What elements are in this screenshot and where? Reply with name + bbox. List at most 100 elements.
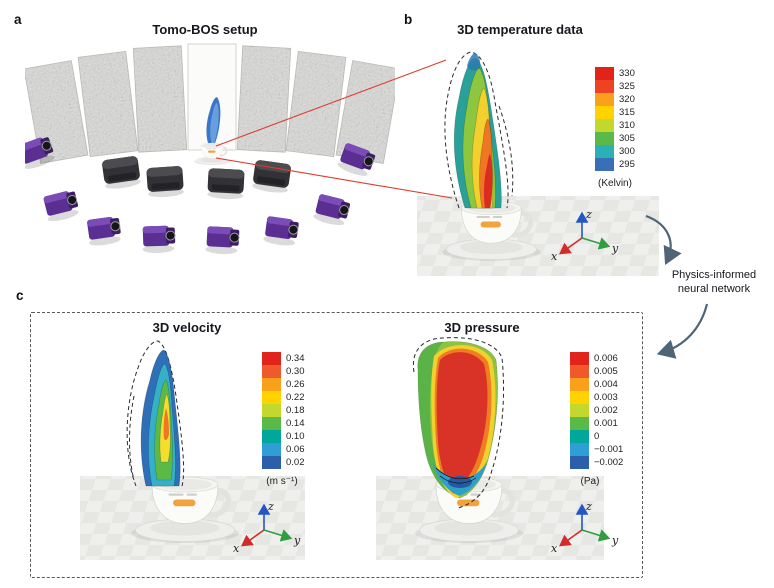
temperature-colorbar: 330 325 320 315 310 305 300 295 (Kelvin): [595, 67, 643, 189]
colorbar-row: 320: [595, 93, 643, 106]
colorbar-swatches: 0.006 0.005 0.004 0.003 0.002 0.001 0 −0.001 −0.…: [570, 352, 623, 469]
colorbar-tick: 0: [594, 431, 600, 442]
colorbar-row: 0.002: [570, 404, 623, 417]
colorbar-row: 330: [595, 67, 643, 80]
colorbar-swatch: [595, 119, 614, 132]
colorbar-tick: 0.005: [594, 366, 618, 377]
colorbar-swatch: [262, 352, 281, 365]
colorbar-unit: (Pa): [580, 476, 600, 487]
colorbar-swatch: [570, 378, 589, 391]
temperature-scene: [417, 51, 659, 276]
colorbar-tick: 0.30: [286, 366, 305, 377]
colorbar-swatch: [570, 443, 589, 456]
colorbar-swatch: [262, 391, 281, 404]
axes-gizmo: z x y: [551, 208, 619, 262]
velocity-colorbar: 0.34 0.30 0.26 0.22 0.18 0.14 0.10 0.06 0.02 (m …: [262, 352, 310, 487]
colorbar-tick: 315: [619, 107, 635, 118]
temperature-plume: [444, 51, 514, 209]
colorbar-swatch: [262, 430, 281, 443]
y-axis-label: y: [611, 534, 619, 547]
colorbar-row: 0.004: [570, 378, 623, 391]
pressure-title: 3D pressure: [444, 320, 520, 335]
colorbar-swatch: [570, 404, 589, 417]
colorbar-tick: 325: [619, 81, 635, 92]
colorbar-row: 0.26: [262, 378, 310, 391]
panel-a-label: a: [14, 12, 22, 27]
pressure-plume: [412, 337, 505, 509]
colorbar-tick: 320: [619, 94, 635, 105]
velocity-scene: [80, 340, 305, 560]
colorbar-swatch: [595, 80, 614, 93]
velocity-title: 3D velocity: [152, 320, 222, 335]
colorbar-row: 0.18: [262, 404, 310, 417]
colorbar-swatch: [570, 352, 589, 365]
colorbar-row: 300: [595, 145, 643, 158]
colorbar-row: 0.10: [262, 430, 310, 443]
colorbar-row: 310: [595, 119, 643, 132]
colorbar-swatch: [262, 378, 281, 391]
colorbar-swatch: [570, 417, 589, 430]
colorbar-swatch: [595, 67, 614, 80]
colorbar-swatches: 330 325 320 315 310 305 300 295: [595, 67, 643, 171]
x-axis-label: x: [551, 250, 558, 262]
colorbar-row: 325: [595, 80, 643, 93]
colorbar-swatch: [570, 365, 589, 378]
plume-dashed-outline: [412, 337, 505, 509]
y-axis-label: y: [293, 534, 301, 547]
colorbar-row: 0.14: [262, 417, 310, 430]
colorbar-tick: 305: [619, 133, 635, 144]
colorbar-tick: −0.001: [594, 444, 624, 455]
z-axis-label: z: [267, 500, 274, 513]
pinn-text: Physics-informed neural network: [671, 269, 757, 296]
colorbar-tick: 0.18: [286, 405, 305, 416]
x-axis-label: x: [233, 542, 240, 554]
colorbar-unit: (m s⁻¹): [266, 476, 298, 487]
velocity-plume: [126, 340, 185, 487]
colorbar-tick: 0.06: [286, 444, 305, 455]
panel-c-label: c: [16, 288, 24, 303]
colorbar-row: 0.001: [570, 417, 623, 430]
colorbar-swatch: [262, 456, 281, 469]
colorbar-row: 0.02: [262, 456, 310, 469]
colorbar-row: 315: [595, 106, 643, 119]
colorbar-tick: 0.10: [286, 431, 305, 442]
colorbar-row: 0.06: [262, 443, 310, 456]
colorbar-swatch: [262, 443, 281, 456]
colorbar-tick: 0.006: [594, 353, 618, 364]
colorbar-tick: 0.001: [594, 418, 618, 429]
colorbar-tick: −0.002: [594, 457, 624, 468]
colorbar-row: 0.22: [262, 391, 310, 404]
panel-b-title: 3D temperature data: [457, 22, 583, 37]
tomo-bos-scene: [25, 43, 395, 256]
pressure-scene: [376, 337, 604, 560]
colorbar-tick: 0.003: [594, 392, 618, 403]
colorbar-row: 295: [595, 158, 643, 171]
axes-gizmo: z x y: [233, 500, 301, 554]
colorbar-tick: 330: [619, 68, 635, 79]
colorbar-tick: 0.22: [286, 392, 305, 403]
floor-grid: [417, 196, 659, 276]
colorbar-swatch: [595, 93, 614, 106]
colorbar-swatch: [595, 132, 614, 145]
panel-a-title: Tomo-BOS setup: [152, 22, 258, 37]
z-axis-label: z: [585, 208, 592, 221]
colorbar-row: 0.006: [570, 352, 623, 365]
colorbar-row: 0.30: [262, 365, 310, 378]
colorbar-swatch: [595, 145, 614, 158]
colorbar-row: 0.005: [570, 365, 623, 378]
colorbar-swatch: [595, 158, 614, 171]
colorbar-swatch: [570, 456, 589, 469]
colorbar-row: −0.002: [570, 456, 623, 469]
workflow-arrow-to-panel-c-icon: [656, 303, 709, 359]
colorbar-swatches: 0.34 0.30 0.26 0.22 0.18 0.14 0.10 0.06 0.02: [262, 352, 310, 469]
colorbar-row: 305: [595, 132, 643, 145]
colorbar-swatch: [262, 365, 281, 378]
colorbar-tick: 0.34: [286, 353, 305, 364]
colorbar-swatch: [262, 404, 281, 417]
colorbar-tick: 300: [619, 146, 635, 157]
colorbar-tick: 0.26: [286, 379, 305, 390]
panel-b-label: b: [404, 12, 413, 27]
colorbar-row: −0.001: [570, 443, 623, 456]
colorbar-row: 0.34: [262, 352, 310, 365]
